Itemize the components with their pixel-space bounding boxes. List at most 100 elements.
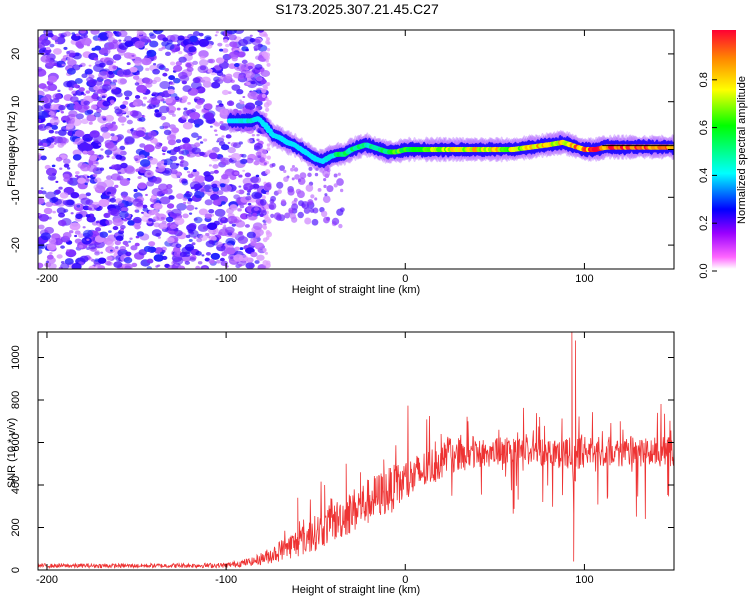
noise-speck xyxy=(227,141,231,145)
noise-speck xyxy=(120,225,126,230)
noise-speck xyxy=(47,83,58,92)
noise-speck xyxy=(265,191,270,195)
spectrogram-xtick-label: -200 xyxy=(36,273,58,285)
noise-speck xyxy=(45,46,51,51)
spectrogram-xtick-label: 100 xyxy=(575,273,593,285)
noise-speck xyxy=(243,182,254,191)
noise-speck xyxy=(134,209,139,213)
noise-speck xyxy=(181,99,186,103)
noise-speck xyxy=(221,48,229,53)
halo-speck xyxy=(259,199,267,206)
noise-speck xyxy=(79,142,90,151)
noise-speck xyxy=(264,134,268,138)
noise-speck xyxy=(174,217,185,225)
noise-speck xyxy=(115,154,123,160)
noise-speck xyxy=(185,109,192,115)
noise-speck xyxy=(239,204,245,209)
noise-speck xyxy=(62,158,71,165)
noise-speck xyxy=(147,130,157,138)
noise-speck xyxy=(264,86,268,90)
noise-speck xyxy=(114,198,123,204)
noise-speck xyxy=(181,180,189,186)
noise-speck xyxy=(229,256,234,260)
noise-speck xyxy=(188,238,193,242)
noise-speck xyxy=(198,187,206,193)
noise-speck xyxy=(54,41,59,45)
noise-speck xyxy=(120,206,128,213)
noise-speck xyxy=(244,126,251,131)
noise-speck xyxy=(262,248,267,253)
noise-speck xyxy=(66,249,70,252)
noise-speck xyxy=(152,177,162,184)
noise-speck xyxy=(194,123,200,128)
noise-speck xyxy=(132,101,138,106)
noise-speck xyxy=(178,155,184,160)
noise-speck xyxy=(247,70,251,74)
noise-speck xyxy=(93,234,97,237)
noise-speck xyxy=(76,204,81,208)
noise-speck xyxy=(123,218,128,222)
colorbar-label: Normalized spectral amplitude xyxy=(736,76,748,224)
noise-speck xyxy=(201,76,211,84)
noise-speck xyxy=(137,182,147,190)
noise-speck xyxy=(244,102,256,111)
noise-speck xyxy=(242,108,252,116)
noise-speck xyxy=(153,254,164,262)
noise-speck xyxy=(103,57,115,66)
noise-speck xyxy=(265,107,270,112)
noise-speck xyxy=(55,156,63,162)
noise-speck xyxy=(50,103,59,111)
noise-speck xyxy=(86,216,95,222)
noise-speck xyxy=(159,143,163,146)
noise-speck xyxy=(250,176,259,183)
noise-speck xyxy=(113,60,117,64)
noise-speck xyxy=(172,257,184,265)
noise-speck xyxy=(75,33,80,37)
noise-speck xyxy=(214,122,221,127)
noise-speck xyxy=(166,150,171,154)
noise-speck xyxy=(38,110,48,119)
noise-speck xyxy=(250,251,258,258)
noise-speck xyxy=(159,81,171,90)
noise-speck xyxy=(236,190,240,194)
halo-speck xyxy=(324,193,328,197)
noise-speck xyxy=(194,207,198,210)
noise-speck xyxy=(231,84,241,91)
noise-speck xyxy=(57,89,61,93)
noise-speck xyxy=(245,157,254,164)
snr-xtick-label: 100 xyxy=(575,574,593,586)
noise-speck xyxy=(167,264,179,269)
noise-speck xyxy=(108,41,119,50)
noise-speck xyxy=(153,76,162,83)
colorbar-tick-label: 0.8 xyxy=(698,72,710,87)
noise-speck xyxy=(175,139,182,144)
noise-speck xyxy=(51,125,58,130)
noise-speck xyxy=(69,230,74,234)
noise-speck xyxy=(105,175,113,180)
noise-speck xyxy=(101,84,112,92)
noise-speck xyxy=(132,198,144,207)
spectrogram-xtick-label: -100 xyxy=(215,273,237,285)
noise-speck xyxy=(129,237,133,240)
noise-speck xyxy=(175,193,184,200)
noise-speck xyxy=(144,78,153,85)
halo-speck xyxy=(280,199,286,205)
noise-speck xyxy=(118,39,122,42)
halo-speck xyxy=(339,188,344,193)
noise-speck xyxy=(63,177,71,183)
noise-speck xyxy=(205,232,210,237)
noise-speck xyxy=(254,100,263,107)
noise-speck xyxy=(204,103,213,110)
noise-speck xyxy=(151,187,163,197)
noise-speck xyxy=(38,262,44,269)
noise-speck xyxy=(266,47,271,52)
noise-speck xyxy=(95,220,100,224)
noise-speck xyxy=(78,87,85,92)
noise-speck xyxy=(169,61,176,66)
noise-speck xyxy=(43,207,53,215)
noise-speck xyxy=(86,114,97,122)
noise-speck xyxy=(189,257,196,262)
noise-speck xyxy=(68,110,78,118)
